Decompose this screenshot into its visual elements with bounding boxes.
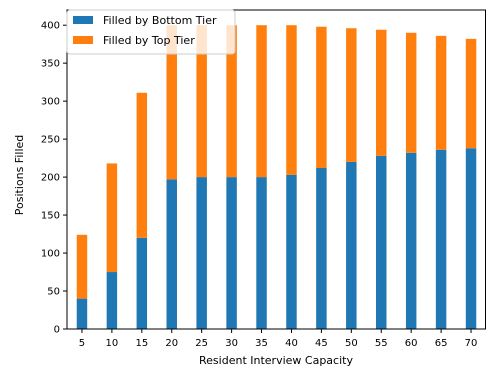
legend-label-top-tier: Filled by Top Tier bbox=[103, 34, 195, 47]
legend-swatch-top-tier bbox=[73, 36, 93, 44]
bar-top-tier-15 bbox=[136, 92, 148, 238]
bar-bottom-tier-5 bbox=[76, 298, 88, 329]
bar-top-tier-45 bbox=[316, 26, 327, 168]
bar-top-tier-5 bbox=[76, 234, 88, 299]
bar-bottom-tier-70 bbox=[465, 148, 477, 329]
x-tick-label: 70 bbox=[465, 338, 478, 349]
x-axis-label: Resident Interview Capacity bbox=[199, 354, 353, 367]
legend-swatch-bottom-tier bbox=[73, 16, 93, 24]
legend-label-bottom-tier: Filled by Bottom Tier bbox=[103, 14, 217, 27]
x-tick-label: 20 bbox=[165, 338, 178, 349]
legend-frame bbox=[66, 9, 236, 55]
bar-bottom-tier-45 bbox=[316, 167, 327, 329]
x-tick-label: 55 bbox=[375, 338, 388, 349]
bar-top-tier-25 bbox=[196, 25, 207, 178]
legend: Filled by Bottom Tier Filled by Top Tier bbox=[66, 9, 236, 55]
x-tick-label: 35 bbox=[255, 338, 268, 349]
bar-bottom-tier-65 bbox=[435, 149, 447, 329]
y-tick-label: 200 bbox=[41, 173, 60, 184]
bar-top-tier-65 bbox=[435, 35, 447, 150]
y-tick-label: 250 bbox=[41, 135, 60, 146]
x-tick-label: 30 bbox=[225, 338, 238, 349]
bar-bottom-tier-35 bbox=[256, 177, 267, 329]
x-tick-label: 65 bbox=[435, 338, 448, 349]
y-tick-label: 100 bbox=[41, 249, 60, 260]
bar-top-tier-30 bbox=[226, 25, 237, 178]
bar-top-tier-35 bbox=[256, 25, 267, 178]
bar-top-tier-40 bbox=[286, 25, 297, 175]
y-tick-label: 400 bbox=[41, 21, 60, 32]
bar-bottom-tier-40 bbox=[286, 174, 297, 329]
bar-top-tier-10 bbox=[106, 163, 118, 273]
bar-top-tier-20 bbox=[166, 25, 177, 180]
bar-bottom-tier-55 bbox=[376, 155, 387, 329]
bar-top-tier-70 bbox=[465, 38, 477, 149]
x-tick-label: 5 bbox=[79, 338, 85, 349]
y-tick-label: 0 bbox=[54, 325, 60, 336]
x-tick-label: 60 bbox=[405, 338, 418, 349]
bar-bottom-tier-10 bbox=[106, 272, 118, 329]
x-tick-label: 15 bbox=[135, 338, 148, 349]
x-tick-label: 40 bbox=[285, 338, 298, 349]
bar-top-tier-60 bbox=[405, 32, 417, 153]
bar-bottom-tier-15 bbox=[136, 237, 148, 329]
bar-bottom-tier-25 bbox=[196, 177, 207, 329]
x-tick-label: 50 bbox=[345, 338, 358, 349]
axes-frame bbox=[66, 9, 486, 330]
x-tick-label: 45 bbox=[315, 338, 328, 349]
bar-bottom-tier-20 bbox=[166, 179, 177, 329]
bar-bottom-tier-50 bbox=[346, 161, 357, 329]
x-tick-label: 10 bbox=[106, 338, 119, 349]
bar-bottom-tier-30 bbox=[226, 177, 237, 329]
y-tick-label: 150 bbox=[41, 211, 60, 222]
bar-top-tier-50 bbox=[346, 28, 357, 162]
y-tick-label: 350 bbox=[41, 59, 60, 70]
y-axis-label: Positions Filled bbox=[13, 135, 26, 216]
bar-top-tier-55 bbox=[376, 29, 387, 156]
y-tick-label: 50 bbox=[47, 287, 60, 298]
bar-bottom-tier-60 bbox=[405, 152, 417, 329]
plot-area: 0 50 100 150 200 250 300 350 400 5 10 15 20 25 30 35 40 4… bbox=[41, 9, 486, 349]
y-tick-label: 300 bbox=[41, 97, 60, 108]
x-tick-label: 25 bbox=[195, 338, 208, 349]
